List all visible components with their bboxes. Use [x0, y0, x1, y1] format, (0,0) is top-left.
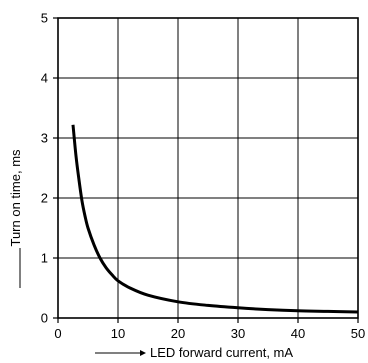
y-tick-label: 1 — [41, 251, 48, 266]
x-tick-label: 0 — [54, 326, 61, 341]
x-tick-label: 50 — [351, 326, 365, 341]
x-tick-label: 30 — [231, 326, 245, 341]
x-tick-label: 40 — [291, 326, 305, 341]
y-tick-label: 2 — [41, 191, 48, 206]
y-tick-label: 0 — [41, 311, 48, 326]
series-line-0 — [71, 124, 359, 314]
plot-frame — [57, 17, 359, 319]
x-tick-label: 20 — [171, 326, 185, 341]
x-tick-label: 10 — [111, 326, 125, 341]
series-layer — [71, 124, 359, 314]
y-tick-label: 5 — [41, 11, 48, 26]
ticks: 0 10 20 30 40 50 0 1 2 3 4 5 — [41, 11, 365, 342]
y-axis-label: Turn on time, ms — [8, 149, 23, 247]
x-axis-label: LED forward current, mA — [150, 345, 293, 360]
grid — [58, 18, 358, 318]
y-tick-label: 4 — [41, 71, 48, 86]
x-axis-label-arrow-head — [140, 350, 146, 356]
y-tick-label: 3 — [41, 131, 48, 146]
